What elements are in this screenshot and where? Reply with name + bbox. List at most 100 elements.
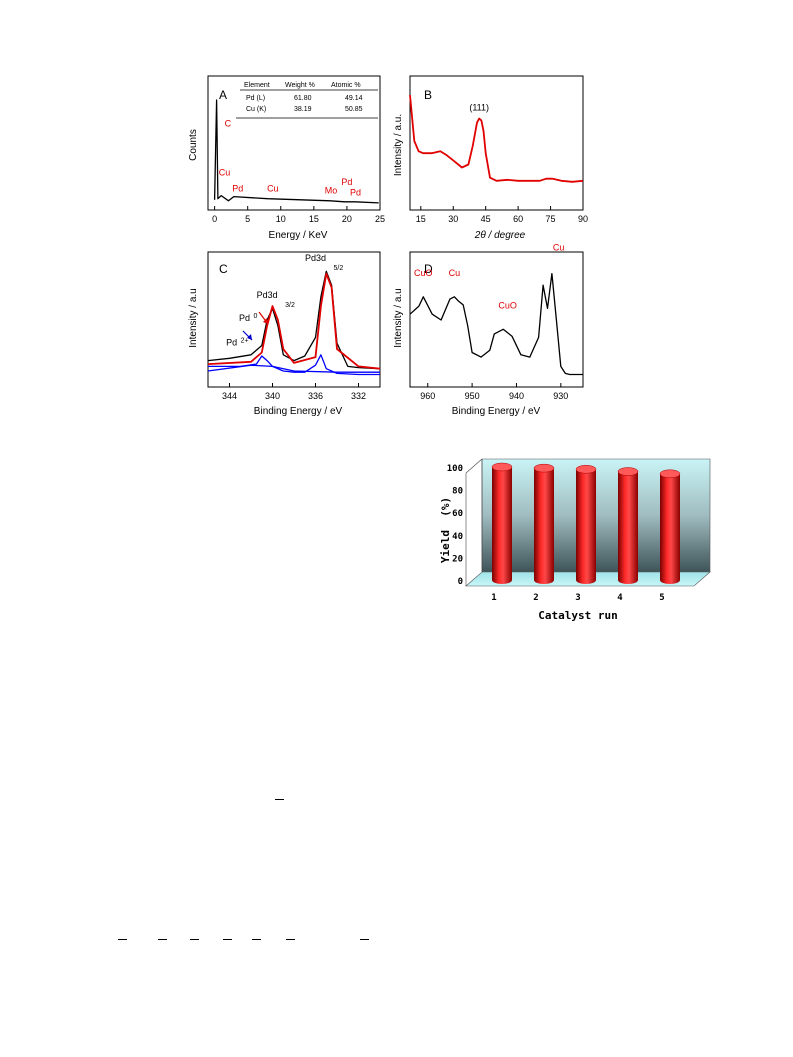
panel-b-plot: 15 30 45 60 75 90 (111): [409, 95, 588, 224]
eds-table-header: Atomic %: [331, 82, 361, 89]
eds-table-cell: 50.85: [345, 106, 363, 113]
bar-top: [533, 463, 555, 473]
panel-c-plot: 344 340 336 332 Pd3d 3/2 Pd3d 5/2 Pd 0 Pd 2+: [207, 253, 381, 401]
panel-d-plot: 960 950 940 930 CuO Cu CuO Cu: [409, 242, 583, 401]
x-tick-label: 60: [513, 214, 523, 224]
panel-c-xlabel: Binding Energy / eV: [254, 406, 343, 417]
series-line-baseline: [207, 364, 380, 373]
x-tick-label: 340: [265, 391, 280, 401]
panel-d-frame: [409, 251, 584, 388]
eds-table-header: Element: [244, 82, 270, 89]
x-tick-label: 1: [491, 593, 496, 603]
x-tick-label: 5: [245, 214, 250, 224]
x-tick-label: 940: [509, 391, 524, 401]
stray-mark: [223, 939, 232, 940]
x-tick-label: 30: [448, 214, 458, 224]
eds-table-cell: 38.19: [294, 106, 312, 113]
x-tick-label: 332: [351, 391, 366, 401]
panel-d-xlabel: Binding Energy / eV: [452, 406, 541, 417]
y-tick-label: 60: [452, 509, 463, 519]
peak-label: C: [225, 118, 232, 128]
eds-table-header: Weight %: [285, 82, 315, 89]
peak-label: Pd: [341, 177, 352, 187]
eds-table-cell: Pd (L): [246, 95, 265, 102]
panel-d-ylabel: Intensity / a.u: [393, 288, 404, 347]
peak-label: (111): [469, 102, 489, 112]
bar: [576, 469, 596, 584]
x-tick-label: 5: [659, 593, 664, 603]
eds-table-cell: 49.14: [345, 95, 363, 102]
stray-mark: [158, 939, 167, 940]
panel-a-ylabel: Counts: [188, 129, 199, 161]
x-tick-label: 344: [222, 391, 237, 401]
peak-label: Pd: [239, 313, 250, 323]
peak-label-subscript: 3/2: [285, 302, 295, 309]
stray-mark: [190, 939, 199, 940]
peak-label: Cu: [449, 268, 461, 278]
peak-label-superscript: 2+: [241, 338, 249, 345]
panel-b-xlabel: 2θ / degree: [474, 230, 526, 241]
panel-b-ylabel: Intensity / a.u.: [393, 114, 404, 176]
bar: [534, 468, 554, 584]
panel-a-frame: [207, 75, 381, 211]
peak-label: Cu: [219, 168, 231, 178]
peak-label: CuO: [498, 300, 517, 310]
bar: [660, 473, 680, 584]
x-tick-label: 950: [465, 391, 480, 401]
panel-c-ylabel: Intensity / a.u: [188, 288, 199, 347]
y-tick-label: 80: [452, 487, 463, 497]
panel-c-letter: C: [219, 262, 228, 276]
bar-top: [491, 462, 513, 472]
y-axis-line: [465, 458, 483, 474]
y-tick-label: 20: [452, 554, 463, 564]
x-tick-label: 45: [481, 214, 491, 224]
x-tick-label: 4: [617, 593, 623, 603]
stray-mark: [252, 939, 261, 940]
bar: [618, 471, 638, 584]
bar-top: [617, 467, 639, 476]
x-tick-label: 3: [575, 593, 580, 603]
panel-b-frame: [409, 75, 584, 211]
y-tick-label: 0: [458, 577, 463, 587]
y-tick-label: 40: [452, 532, 463, 542]
peak-label: Pd: [350, 188, 361, 198]
eds-table-cell: 61.80: [294, 95, 312, 102]
x-tick-label: 930: [553, 391, 568, 401]
panel-a-letter: A: [219, 88, 227, 102]
peak-label: Pd3d: [305, 253, 326, 263]
series-line-envelope: [207, 270, 381, 370]
x-tick-label: 10: [276, 214, 286, 224]
peak-label: Cu: [553, 242, 565, 252]
pd2-arrowhead: [247, 334, 252, 340]
panel-a: A Counts Energy / KeV Element Weight % A…: [188, 75, 381, 241]
panel-d-letter: D: [424, 262, 433, 276]
x-tick-label: 336: [308, 391, 323, 401]
panel-e-ylabel: Yield (%): [439, 497, 452, 563]
bar-top: [575, 465, 597, 474]
pd0-arrowhead: [263, 318, 268, 324]
x-tick-label: 960: [420, 391, 435, 401]
panel-e-xlabel: Catalyst run: [538, 609, 617, 622]
peak-label: Cu: [267, 183, 279, 193]
bar: [492, 467, 512, 584]
x-tick-label: 2: [533, 593, 538, 603]
panel-d: D Intensity / a.u Binding Energy / eV: [393, 251, 584, 417]
eds-table-cell: Cu (K): [246, 106, 266, 113]
y-tick-label: 100: [447, 464, 463, 474]
panel-a-xlabel: Energy / KeV: [269, 230, 328, 241]
x-tick-label: 20: [342, 214, 352, 224]
peak-label: CuO: [414, 268, 433, 278]
stray-mark: [286, 939, 295, 940]
stray-mark: [118, 939, 127, 940]
peak-label-subscript: 5/2: [334, 265, 344, 272]
peak-label-superscript: 0: [254, 313, 258, 320]
peak-label: Mo: [325, 185, 338, 195]
series-line-pd0: [207, 272, 381, 370]
x-tick-label: 75: [546, 214, 556, 224]
bar-top: [659, 469, 681, 479]
peak-label: Pd3d: [257, 290, 278, 300]
stray-mark: [275, 799, 284, 800]
